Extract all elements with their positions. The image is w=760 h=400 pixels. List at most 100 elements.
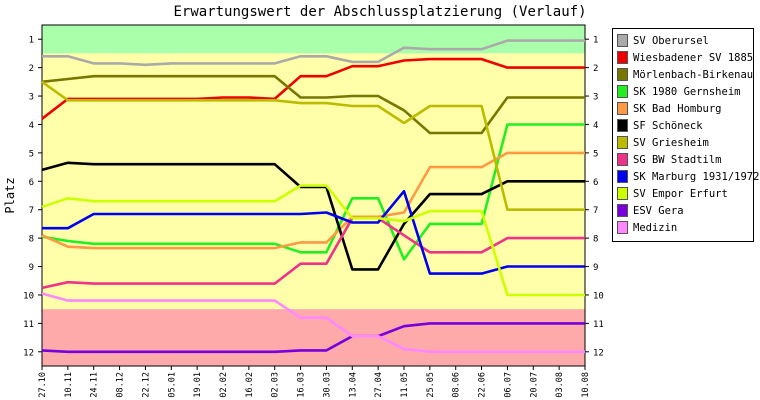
- x-tick-label: 25.05: [426, 372, 436, 398]
- series-line-1: [41, 57, 585, 120]
- x-tick-label: 19.01: [193, 372, 203, 398]
- legend-swatch: [617, 85, 628, 98]
- series-line-10: [41, 322, 585, 354]
- x-tick-label: 30.03: [322, 372, 332, 398]
- legend-label: SV Griesheim: [633, 136, 709, 149]
- legend-swatch: [617, 136, 628, 149]
- legend-label: SV Empor Erfurt: [633, 187, 728, 200]
- legend-swatch: [617, 68, 628, 81]
- legend-item-6: SV Griesheim: [617, 134, 749, 151]
- y-tick-label-left: 12: [23, 348, 34, 358]
- legend-item-9: SV Empor Erfurt: [617, 185, 749, 202]
- legend-swatch: [617, 119, 628, 132]
- series-line-7: [41, 216, 585, 290]
- legend-item-3: SK 1980 Gernsheim: [617, 83, 749, 100]
- series-line-3: [41, 123, 585, 261]
- y-tick-label-left: 11: [23, 320, 34, 330]
- x-tick-label: 08.12: [116, 372, 126, 398]
- y-tick-label-right: 9: [593, 263, 598, 273]
- series-line-6: [41, 80, 585, 211]
- y-tick-label-left: 9: [29, 263, 34, 273]
- y-tick-label-right: 4: [593, 121, 598, 131]
- legend-item-2: Mörlenbach-Birkenau: [617, 66, 753, 83]
- legend-label: Wiesbadener SV 1885: [633, 51, 754, 64]
- x-tick-label: 16.02: [245, 372, 255, 398]
- legend-label: SK Bad Homburg: [633, 102, 722, 115]
- x-tick-label: 22.12: [141, 372, 151, 398]
- y-tick-label-right: 8: [593, 235, 598, 245]
- x-tick-label: 02.02: [219, 372, 229, 398]
- series-line-2: [41, 74, 585, 135]
- legend-item-5: SF Schöneck: [617, 117, 749, 134]
- x-tick-label: 08.06: [452, 372, 462, 398]
- legend-swatch: [617, 204, 628, 217]
- band-1: [42, 53, 585, 310]
- legend-label: ESV Gera: [633, 204, 684, 217]
- series-line-0: [42, 39, 585, 67]
- legend-item-10: ESV Gera: [617, 202, 749, 219]
- x-tick-label: 05.01: [167, 372, 177, 398]
- legend-item-1: Wiesbadener SV 1885: [617, 49, 753, 66]
- chart-title: Erwartungswert der Abschlussplatzierung …: [173, 4, 587, 20]
- y-tick-label-left: 1: [29, 36, 34, 46]
- y-tick-label-right: 10: [593, 291, 604, 301]
- x-tick-label: 10.11: [64, 372, 74, 398]
- y-tick-label-right: 6: [593, 178, 598, 188]
- legend-label: SG BW Stadtilm: [633, 153, 722, 166]
- x-tick-label: 24.11: [90, 372, 100, 398]
- legend-swatch: [617, 221, 628, 234]
- legend-label: Mörlenbach-Birkenau: [633, 68, 754, 81]
- x-tick-label: 20.07: [529, 372, 539, 398]
- y-tick-label-left: 6: [29, 178, 34, 188]
- y-tick-label-right: 5: [593, 149, 598, 159]
- legend-label: SK Marburg 1931/1972: [633, 170, 760, 183]
- band-0: [42, 25, 585, 54]
- legend-label: SF Schöneck: [633, 119, 703, 132]
- x-tick-label: 11.05: [400, 372, 410, 398]
- y-tick-label-left: 4: [29, 121, 34, 131]
- legend-label: SV Oberursel: [633, 34, 709, 47]
- legend-label: SK 1980 Gernsheim: [633, 85, 741, 98]
- y-tick-label-left: 7: [29, 206, 34, 216]
- series-line-8: [42, 189, 585, 275]
- y-tick-label-left: 10: [23, 291, 34, 301]
- legend-swatch: [617, 153, 628, 166]
- legend-item-4: SK Bad Homburg: [617, 100, 749, 117]
- y-axis-label: Platz: [3, 177, 17, 213]
- x-tick-label: 02.03: [271, 372, 281, 398]
- series-line-9: [41, 184, 585, 297]
- y-tick-label-right: 11: [593, 320, 604, 330]
- x-tick-label: 27.10: [38, 372, 48, 398]
- x-tick-label: 03.08: [555, 372, 565, 398]
- x-tick-label: 27.04: [374, 372, 384, 398]
- legend-swatch: [617, 187, 628, 200]
- y-tick-label-right: 7: [593, 206, 598, 216]
- legend-item-11: Medizin: [617, 219, 749, 236]
- legend-label: Medizin: [633, 221, 678, 234]
- x-tick-label: 06.07: [503, 372, 513, 398]
- plot-frame: [41, 24, 586, 367]
- y-tick-label-right: 1: [593, 36, 598, 46]
- y-tick-label-right: 2: [593, 64, 598, 74]
- y-tick-label-right: 3: [593, 93, 598, 103]
- legend-swatch: [617, 34, 628, 47]
- legend-item-8: SK Marburg 1931/1972: [617, 168, 759, 185]
- series-line-5: [41, 161, 585, 271]
- y-tick-label-left: 3: [29, 93, 34, 103]
- y-tick-label-left: 2: [29, 64, 34, 74]
- legend-swatch: [617, 51, 628, 64]
- y-tick-label-left: 8: [29, 235, 34, 245]
- legend-item-0: SV Oberursel: [617, 32, 749, 49]
- x-tick-label: 10.08: [581, 372, 591, 398]
- y-tick-label-right: 12: [593, 348, 604, 358]
- legend: SV Oberursel Wiesbadener SV 1885 Mörlenbac…: [612, 28, 759, 242]
- x-tick-label: 16.03: [297, 372, 307, 398]
- legend-swatch: [617, 102, 628, 115]
- legend-swatch: [617, 170, 628, 183]
- y-tick-label-left: 5: [29, 149, 34, 159]
- legend-item-7: SG BW Stadtilm: [617, 151, 749, 168]
- series-line-11: [41, 292, 585, 354]
- x-tick-label: 22.06: [478, 372, 488, 398]
